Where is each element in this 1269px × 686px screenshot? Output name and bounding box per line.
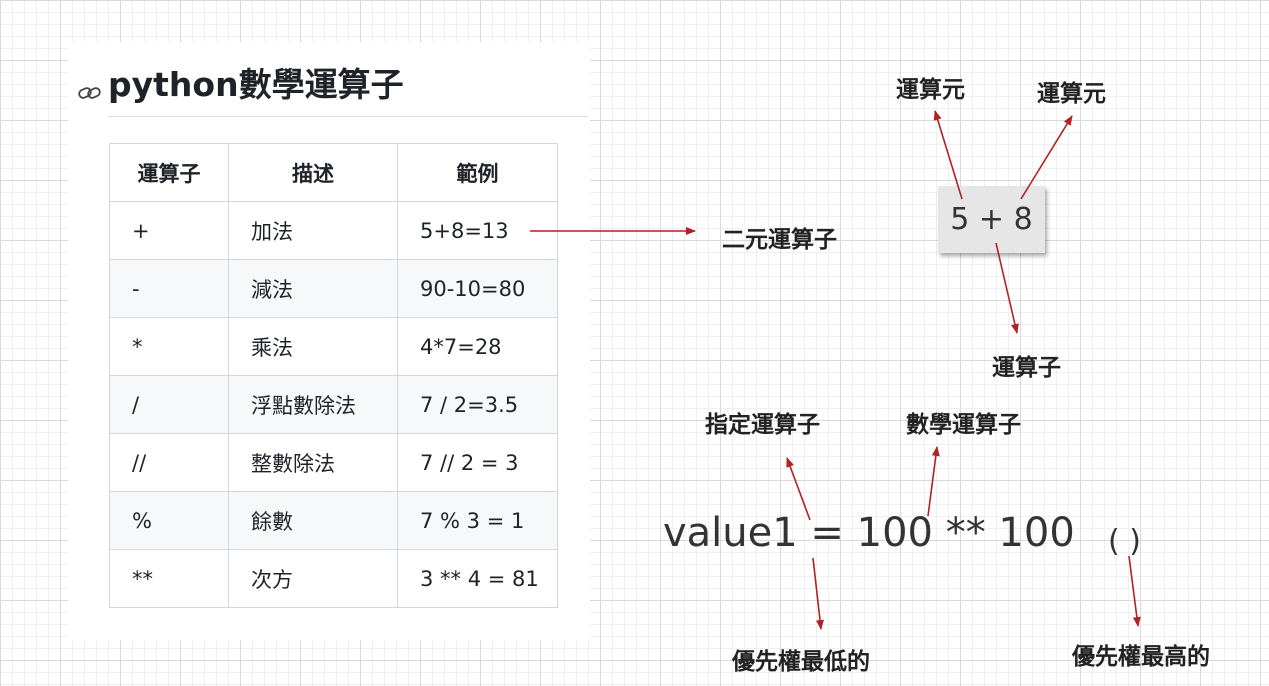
- cell-description: 整數除法: [228, 433, 398, 492]
- table-row: // 整數除法 7 // 2 = 3: [109, 433, 558, 492]
- table-row: / 浮點數除法 7 / 2=3.5: [109, 375, 558, 434]
- cell-operator: //: [109, 433, 229, 492]
- binary-expression-box: 5 + 8: [938, 186, 1045, 253]
- header-description: 描述: [228, 143, 398, 202]
- cell-example: 3 ** 4 = 81: [397, 549, 558, 608]
- header-operator: 運算子: [109, 143, 229, 202]
- table-row: * 乘法 4*7=28: [109, 317, 558, 376]
- link-icon[interactable]: [76, 72, 104, 99]
- table-row: ** 次方 3 ** 4 = 81: [109, 549, 558, 608]
- cell-example: 7 / 2=3.5: [397, 375, 558, 434]
- title-divider: [108, 116, 588, 117]
- cell-operator: +: [109, 201, 229, 260]
- cell-operator: /: [109, 375, 229, 434]
- cell-operator: **: [109, 549, 229, 608]
- cell-description: 加法: [228, 201, 398, 260]
- operand-label-left: 運算元: [896, 77, 965, 103]
- cell-example: 7 // 2 = 3: [397, 433, 558, 492]
- table-row: - 減法 90-10=80: [109, 259, 558, 318]
- math-operator-label: 數學運算子: [906, 412, 1021, 438]
- arrow-to-highest-priority: [1128, 555, 1141, 627]
- table-header-row: 運算子 描述 範例: [109, 143, 558, 202]
- page-title-text: python數學運算子: [108, 65, 404, 104]
- table-row: + 加法 5+8=13: [109, 201, 558, 260]
- cell-example: 7 % 3 = 1: [397, 491, 558, 550]
- cell-description: 餘數: [228, 491, 398, 550]
- assignment-expression: value1 = 100 ** 100: [663, 510, 1075, 556]
- binary-expression: 5 + 8: [950, 202, 1033, 237]
- cell-description: 浮點數除法: [228, 375, 398, 434]
- assignment-operator-label: 指定運算子: [705, 412, 820, 438]
- cell-operator: -: [109, 259, 229, 318]
- cell-description: 次方: [228, 549, 398, 608]
- operand-label-right: 運算元: [1037, 81, 1106, 107]
- cell-description: 乘法: [228, 317, 398, 376]
- lowest-priority-label: 優先權最低的: [732, 649, 870, 675]
- cell-example: 4*7=28: [397, 317, 558, 376]
- table-row: % 餘數 7 % 3 = 1: [109, 491, 558, 550]
- operators-table: 運算子 描述 範例 + 加法 5+8=13 - 減法 90-10=80 * 乘法…: [109, 143, 558, 608]
- highest-priority-label: 優先權最高的: [1072, 644, 1210, 670]
- cell-operator: *: [109, 317, 229, 376]
- arrow-to-lowest-priority: [812, 557, 824, 630]
- cell-example: 5+8=13: [397, 201, 558, 260]
- cell-example: 90-10=80: [397, 259, 558, 318]
- binary-operator-label: 二元運算子: [722, 227, 837, 253]
- header-example: 範例: [397, 143, 558, 202]
- arrow-to-math-operator: [927, 446, 940, 517]
- parentheses: ( ): [1108, 524, 1141, 559]
- arrow-to-operator: [995, 242, 1019, 334]
- cell-description: 減法: [228, 259, 398, 318]
- operator-label: 運算子: [992, 355, 1061, 381]
- cell-operator: %: [109, 491, 229, 550]
- page-title: python數學運算子: [76, 58, 404, 106]
